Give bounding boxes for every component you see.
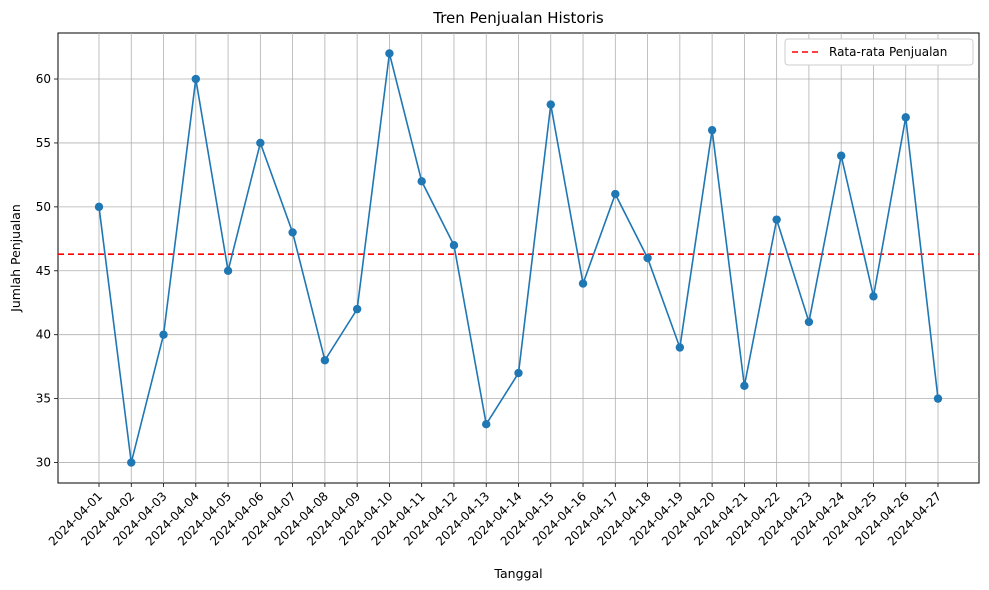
y-tick-label: 40 — [36, 328, 51, 342]
data-point — [191, 74, 201, 84]
y-axis: 30 35 40 45 50 55 60 — [36, 72, 58, 470]
legend-box — [784, 38, 974, 66]
data-point — [352, 304, 362, 314]
x-axis: 2024-04-012024-04-022024-04-032024-04-04… — [46, 483, 944, 548]
data-point — [804, 317, 814, 327]
data-point — [869, 292, 878, 301]
data-point — [740, 381, 749, 391]
data-point — [836, 151, 846, 160]
data-point — [256, 138, 265, 148]
data-point — [772, 215, 781, 224]
x-axis-title: Tanggal — [493, 566, 542, 581]
data-point — [223, 266, 233, 275]
y-tick-label: 30 — [36, 456, 51, 470]
data-point — [288, 228, 297, 237]
data-point — [449, 241, 459, 250]
legend-label-average: Rata-rata Penjualan — [829, 45, 947, 59]
data-point — [514, 368, 523, 378]
y-tick-label: 35 — [36, 392, 51, 406]
y-axis-title: Jumlah Penjualan — [8, 204, 23, 313]
data-point — [578, 279, 588, 288]
data-point — [901, 113, 910, 122]
data-point — [707, 125, 717, 135]
y-tick-label: 50 — [36, 200, 51, 214]
data-point — [675, 343, 685, 352]
y-tick-label: 60 — [36, 72, 51, 86]
grid — [58, 33, 979, 483]
chart-title: Tren Penjualan Historis — [432, 9, 604, 27]
data-point — [127, 458, 136, 467]
y-tick-label: 55 — [36, 136, 51, 150]
data-point — [643, 253, 652, 263]
series-layer — [94, 49, 943, 467]
data-point — [159, 330, 168, 339]
data-point — [546, 100, 555, 109]
y-tick-label: 45 — [36, 264, 51, 278]
data-point — [417, 177, 426, 186]
data-point — [611, 189, 620, 199]
data-point — [94, 202, 104, 212]
legend: Rata-rata Penjualan — [784, 38, 974, 66]
data-point — [385, 49, 394, 58]
data-point — [320, 356, 330, 365]
data-point — [482, 419, 491, 429]
data-point — [933, 394, 943, 403]
